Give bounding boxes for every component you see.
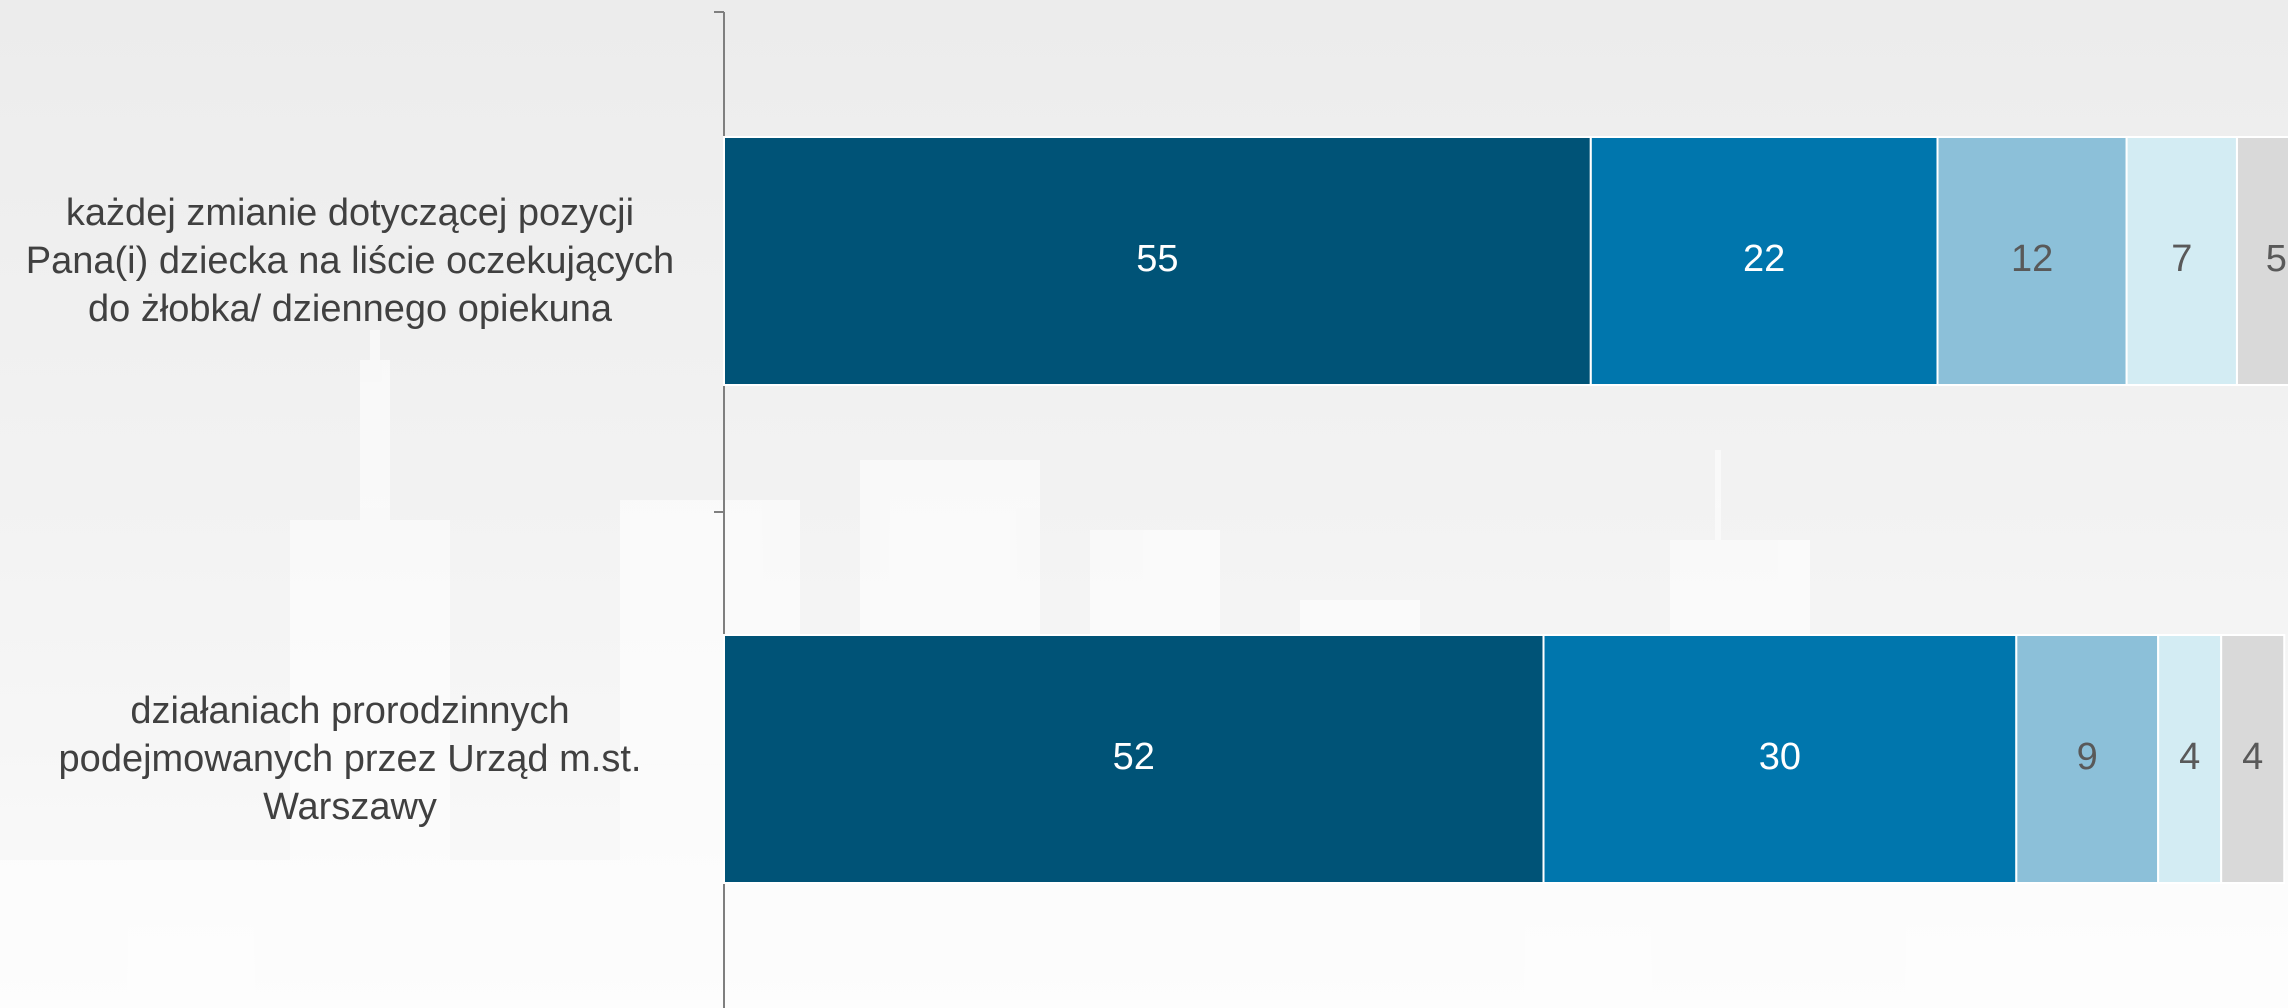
category-label: każdej zmianie dotyczącej pozycji Pana(i… — [25, 192, 675, 330]
bar-segment — [1542, 634, 2018, 884]
value-label: 4 — [2242, 736, 2263, 778]
bar-segment — [2015, 634, 2160, 884]
bar-segment — [2235, 136, 2288, 386]
category-label: działaniach prorodzinnych podejmowanych … — [58, 690, 642, 828]
bar-segment — [2157, 634, 2223, 884]
bar-segment — [1936, 136, 2128, 386]
value-label: 30 — [1759, 736, 1801, 778]
value-label: 55 — [1136, 238, 1178, 280]
value-label: 7 — [2171, 238, 2192, 280]
value-label: 12 — [2011, 238, 2053, 280]
bar-segment — [2220, 634, 2286, 884]
value-label: 22 — [1743, 238, 1785, 280]
value-label: 9 — [2077, 736, 2098, 778]
bar-segment — [1589, 136, 1939, 386]
value-label: 4 — [2179, 736, 2200, 778]
bar-segment — [723, 136, 1592, 386]
bar-segment — [2125, 136, 2238, 386]
bar-segment — [723, 634, 1545, 884]
value-label: 5 — [2266, 238, 2287, 280]
value-label: 52 — [1113, 736, 1155, 778]
